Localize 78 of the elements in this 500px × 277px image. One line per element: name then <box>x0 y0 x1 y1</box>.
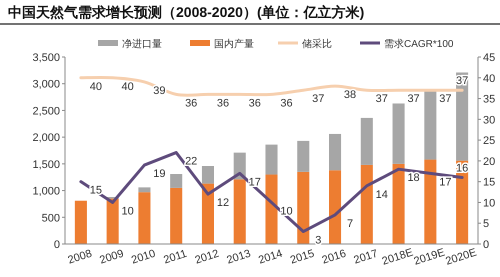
bar <box>234 179 246 244</box>
bar <box>297 140 310 172</box>
bar <box>202 166 214 184</box>
bar <box>329 170 342 244</box>
data-label: 40 <box>90 80 102 93</box>
legend-label: 国内产量 <box>214 38 254 50</box>
y2-tick-label: 0 <box>483 239 490 251</box>
y-tick-label: 1,500 <box>32 158 60 171</box>
data-label: 36 <box>185 97 198 110</box>
bar <box>329 134 342 170</box>
y2-tick-label: 30 <box>483 114 496 126</box>
y2-tick-label: 15 <box>483 176 496 189</box>
bar <box>265 144 278 175</box>
y2-tick-label: 35 <box>483 94 496 106</box>
data-label: 14 <box>376 188 388 201</box>
x-tick-label: 2019E <box>412 246 446 268</box>
data-label: 36 <box>248 97 261 110</box>
y2-tick-label: 5 <box>483 218 490 230</box>
data-label: 37 <box>407 93 420 106</box>
x-tick-label: 2014 <box>257 248 284 267</box>
data-label: 16 <box>456 162 468 175</box>
x-tick-label: 2018E <box>380 246 415 268</box>
bar <box>297 172 310 244</box>
data-label: 10 <box>122 205 134 218</box>
bar <box>170 188 182 244</box>
x-tick-label: 2016 <box>320 248 348 267</box>
bar <box>106 198 119 244</box>
bar <box>138 192 150 244</box>
bar <box>424 160 436 244</box>
data-label: 22 <box>185 156 198 168</box>
legend-label: 需求CAGR*100 <box>384 38 454 50</box>
bar <box>360 164 373 244</box>
bar <box>392 164 405 244</box>
y2-tick-label: 10 <box>483 197 496 210</box>
y-tick-label: 3,000 <box>32 78 60 91</box>
y-tick-label: 500 <box>42 212 60 224</box>
y2-tick-label: 40 <box>483 72 496 85</box>
y-tick-label: 1,000 <box>32 186 60 198</box>
legend-label: 净进口量 <box>122 38 162 50</box>
legend-label: 储采比 <box>302 38 332 50</box>
bar <box>202 184 214 244</box>
y-tick-label: 3,500 <box>32 52 60 64</box>
data-label: 12 <box>216 197 230 210</box>
y2-tick-label: 25 <box>483 135 496 148</box>
y-tick-label: 2,000 <box>32 132 60 144</box>
data-label: 18 <box>407 172 420 184</box>
data-label: 39 <box>153 84 166 97</box>
data-label: 37 <box>456 75 468 88</box>
data-label: 17 <box>439 176 452 188</box>
x-tick-label: 2013 <box>225 248 252 267</box>
x-tick-label: 2020E <box>444 246 478 268</box>
data-label: 36 <box>280 97 293 110</box>
x-tick-label: 2012 <box>194 248 221 267</box>
y2-tick-label: 45 <box>483 52 496 64</box>
data-label: 37 <box>376 93 388 106</box>
bar <box>170 174 182 188</box>
x-tick-label: 2009 <box>98 248 126 267</box>
y2-tick-label: 20 <box>483 156 496 168</box>
x-tick-label: 2010 <box>130 248 157 267</box>
chart-title: 中国天然气需求增长预测（2008-2020）(单位：亿立方米) <box>8 4 364 20</box>
x-tick-label: 2015 <box>288 248 316 267</box>
y-tick-label: 0 <box>54 239 60 251</box>
y-tick-label: 2,500 <box>32 105 60 118</box>
data-label: 7 <box>346 218 354 230</box>
data-label: 19 <box>153 168 166 180</box>
bar <box>74 200 87 244</box>
x-tick-label: 2017 <box>352 248 380 267</box>
data-label: 40 <box>122 80 134 93</box>
data-label: 37 <box>312 93 324 106</box>
data-label: 37 <box>439 93 452 106</box>
data-label: 36 <box>216 97 230 110</box>
bar <box>265 174 278 244</box>
bar <box>392 103 405 164</box>
x-tick-label: 2011 <box>162 248 188 267</box>
bar <box>360 118 373 165</box>
data-label: 38 <box>344 89 356 102</box>
x-tick-label: 2008 <box>66 248 94 267</box>
bar <box>138 187 150 192</box>
